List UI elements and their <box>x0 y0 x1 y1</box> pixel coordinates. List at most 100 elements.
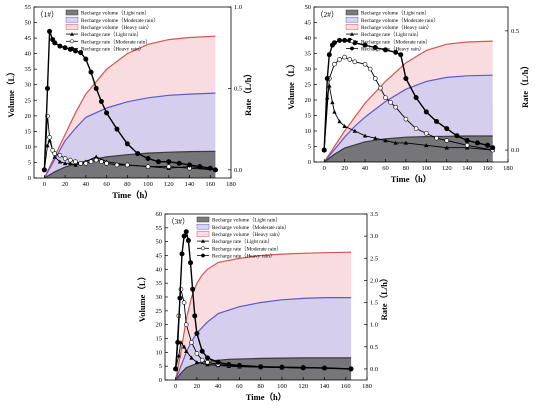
x-tick-label: 80 <box>403 165 410 172</box>
rate-point-heavy <box>342 37 348 43</box>
rate-point-moderate <box>166 164 172 169</box>
x-tick-label: 160 <box>205 181 215 188</box>
rate-point-heavy <box>324 76 330 82</box>
rate-point-light <box>352 128 358 133</box>
legend-label: Recharge rate（Moderate rain） <box>81 38 151 45</box>
y-left-tick-label: 0 <box>159 377 162 384</box>
legend-marker-rate-light <box>201 239 205 243</box>
y-left-tick-label: 35 <box>156 280 163 287</box>
x-tick-label: 160 <box>341 383 351 390</box>
legend-swatch-volume-light <box>345 9 359 16</box>
legend-label: Recharge volume（Light rain） <box>81 10 150 17</box>
y-right-tick-label: 3.0 <box>370 233 378 240</box>
rate-point-moderate <box>83 161 89 166</box>
rate-point-moderate <box>73 159 78 165</box>
rate-point-light <box>337 119 342 124</box>
rate-point-moderate <box>424 131 429 136</box>
legend: Recharge volume（Light rain）Recharge volu… <box>345 9 439 53</box>
x-axis-label: Time（h） <box>112 190 152 200</box>
y-left-axis-label: Volume（L） <box>286 59 296 109</box>
rate-point-moderate <box>372 76 378 81</box>
x-axis-label: Time（h） <box>246 392 286 402</box>
y-left-tick-label: 55 <box>156 225 163 232</box>
y-right-tick-label: 2.0 <box>370 277 378 284</box>
y-left-tick-label: 25 <box>156 308 163 315</box>
rate-point-moderate <box>199 357 205 363</box>
rate-point-heavy <box>57 43 63 49</box>
legend-marker-rate-heavy <box>70 46 74 51</box>
rate-point-heavy <box>78 50 84 56</box>
legend-marker-rate-heavy <box>201 253 205 258</box>
legend-label: Recharge volume（Light rain） <box>361 10 430 17</box>
rate-point-moderate <box>57 152 63 158</box>
rate-point-moderate <box>183 322 189 327</box>
rate-point-light <box>52 154 57 159</box>
x-tick-label: 60 <box>236 383 243 390</box>
rate-point-light <box>45 143 50 148</box>
rate-point-heavy <box>372 45 378 51</box>
y-right-tick-label: 1.5 <box>370 300 378 307</box>
rate-point-light <box>189 355 194 360</box>
y-right-tick-label: 0.0 <box>234 167 242 174</box>
rate-point-heavy <box>199 348 205 354</box>
y-left-tick-label: 15 <box>156 336 163 343</box>
rate-point-moderate <box>413 126 419 131</box>
legend-swatch-volume-moderate <box>65 16 79 23</box>
y-left-tick-label: 10 <box>156 349 163 356</box>
y-left-tick-label: 10 <box>305 128 312 135</box>
volume-area-light <box>324 136 493 162</box>
rate-point-moderate <box>367 66 373 72</box>
rate-point-heavy <box>212 167 218 173</box>
chart-panel-1: 0 20 40 60 80 100 120 140 160 180 0 5 10 15 20 25 30 35 40… <box>6 4 253 200</box>
rate-point-light <box>332 109 337 114</box>
legend-label: Recharge rate（Moderate rain） <box>212 245 282 252</box>
y-right-tick-label: 0.0 <box>370 366 378 373</box>
rate-point-heavy <box>321 365 327 371</box>
rate-point-heavy <box>114 126 120 132</box>
volume-line-heavy <box>323 40 493 162</box>
rate-point-heavy <box>176 160 182 166</box>
y-left-tick-label: 15 <box>25 128 32 135</box>
volume-line-moderate <box>43 92 216 178</box>
x-tick-label: 60 <box>103 181 110 188</box>
x-tick-label: 140 <box>320 383 330 390</box>
rate-point-heavy <box>188 260 194 266</box>
x-tick-label: 140 <box>462 165 472 172</box>
rate-point-heavy <box>93 85 99 91</box>
y-left-tick-label: 35 <box>25 66 32 73</box>
rate-point-light <box>57 159 63 164</box>
x-tick-label: 0 <box>323 165 326 172</box>
y-right-tick-label: 0.5 <box>370 344 378 351</box>
rate-point-light <box>342 124 347 128</box>
x-tick-label: 100 <box>421 165 431 172</box>
y-right-tick-label: 0.5 <box>234 85 242 92</box>
rate-point-heavy <box>348 366 354 372</box>
y-left-tick-label: 25 <box>305 82 312 89</box>
rate-point-heavy <box>192 313 198 319</box>
rate-point-light <box>62 161 68 166</box>
rate-point-heavy <box>454 133 460 139</box>
y-right-tick-label: 1.0 <box>370 322 378 329</box>
rate-point-heavy <box>207 165 213 171</box>
rate-point-moderate <box>99 159 104 165</box>
rate-point-light <box>403 140 409 145</box>
volume-line-moderate <box>323 74 493 162</box>
legend-label: Recharge rate（Light rain） <box>212 238 273 245</box>
rate-point-heavy <box>72 48 78 54</box>
x-tick-label: 20 <box>341 165 348 172</box>
rate-point-heavy <box>362 42 368 48</box>
y-left-tick-label: 5 <box>308 144 311 151</box>
y-left-tick-label: 50 <box>305 4 312 11</box>
y-left-tick-label: 30 <box>25 82 32 89</box>
legend: Recharge volume（Light rain）Recharge volu… <box>196 217 290 260</box>
rate-point-moderate <box>205 359 210 365</box>
volume-line-light <box>44 150 216 178</box>
x-tick-label: 120 <box>164 181 174 188</box>
rate-point-heavy <box>98 98 104 104</box>
y-left-tick-label: 5 <box>28 159 31 166</box>
rate-point-heavy <box>183 229 189 235</box>
x-tick-label: 20 <box>194 383 201 390</box>
rate-point-heavy <box>236 362 242 368</box>
y-left-axis-label: Volume（L） <box>6 67 16 117</box>
rate-point-heavy <box>300 365 306 371</box>
